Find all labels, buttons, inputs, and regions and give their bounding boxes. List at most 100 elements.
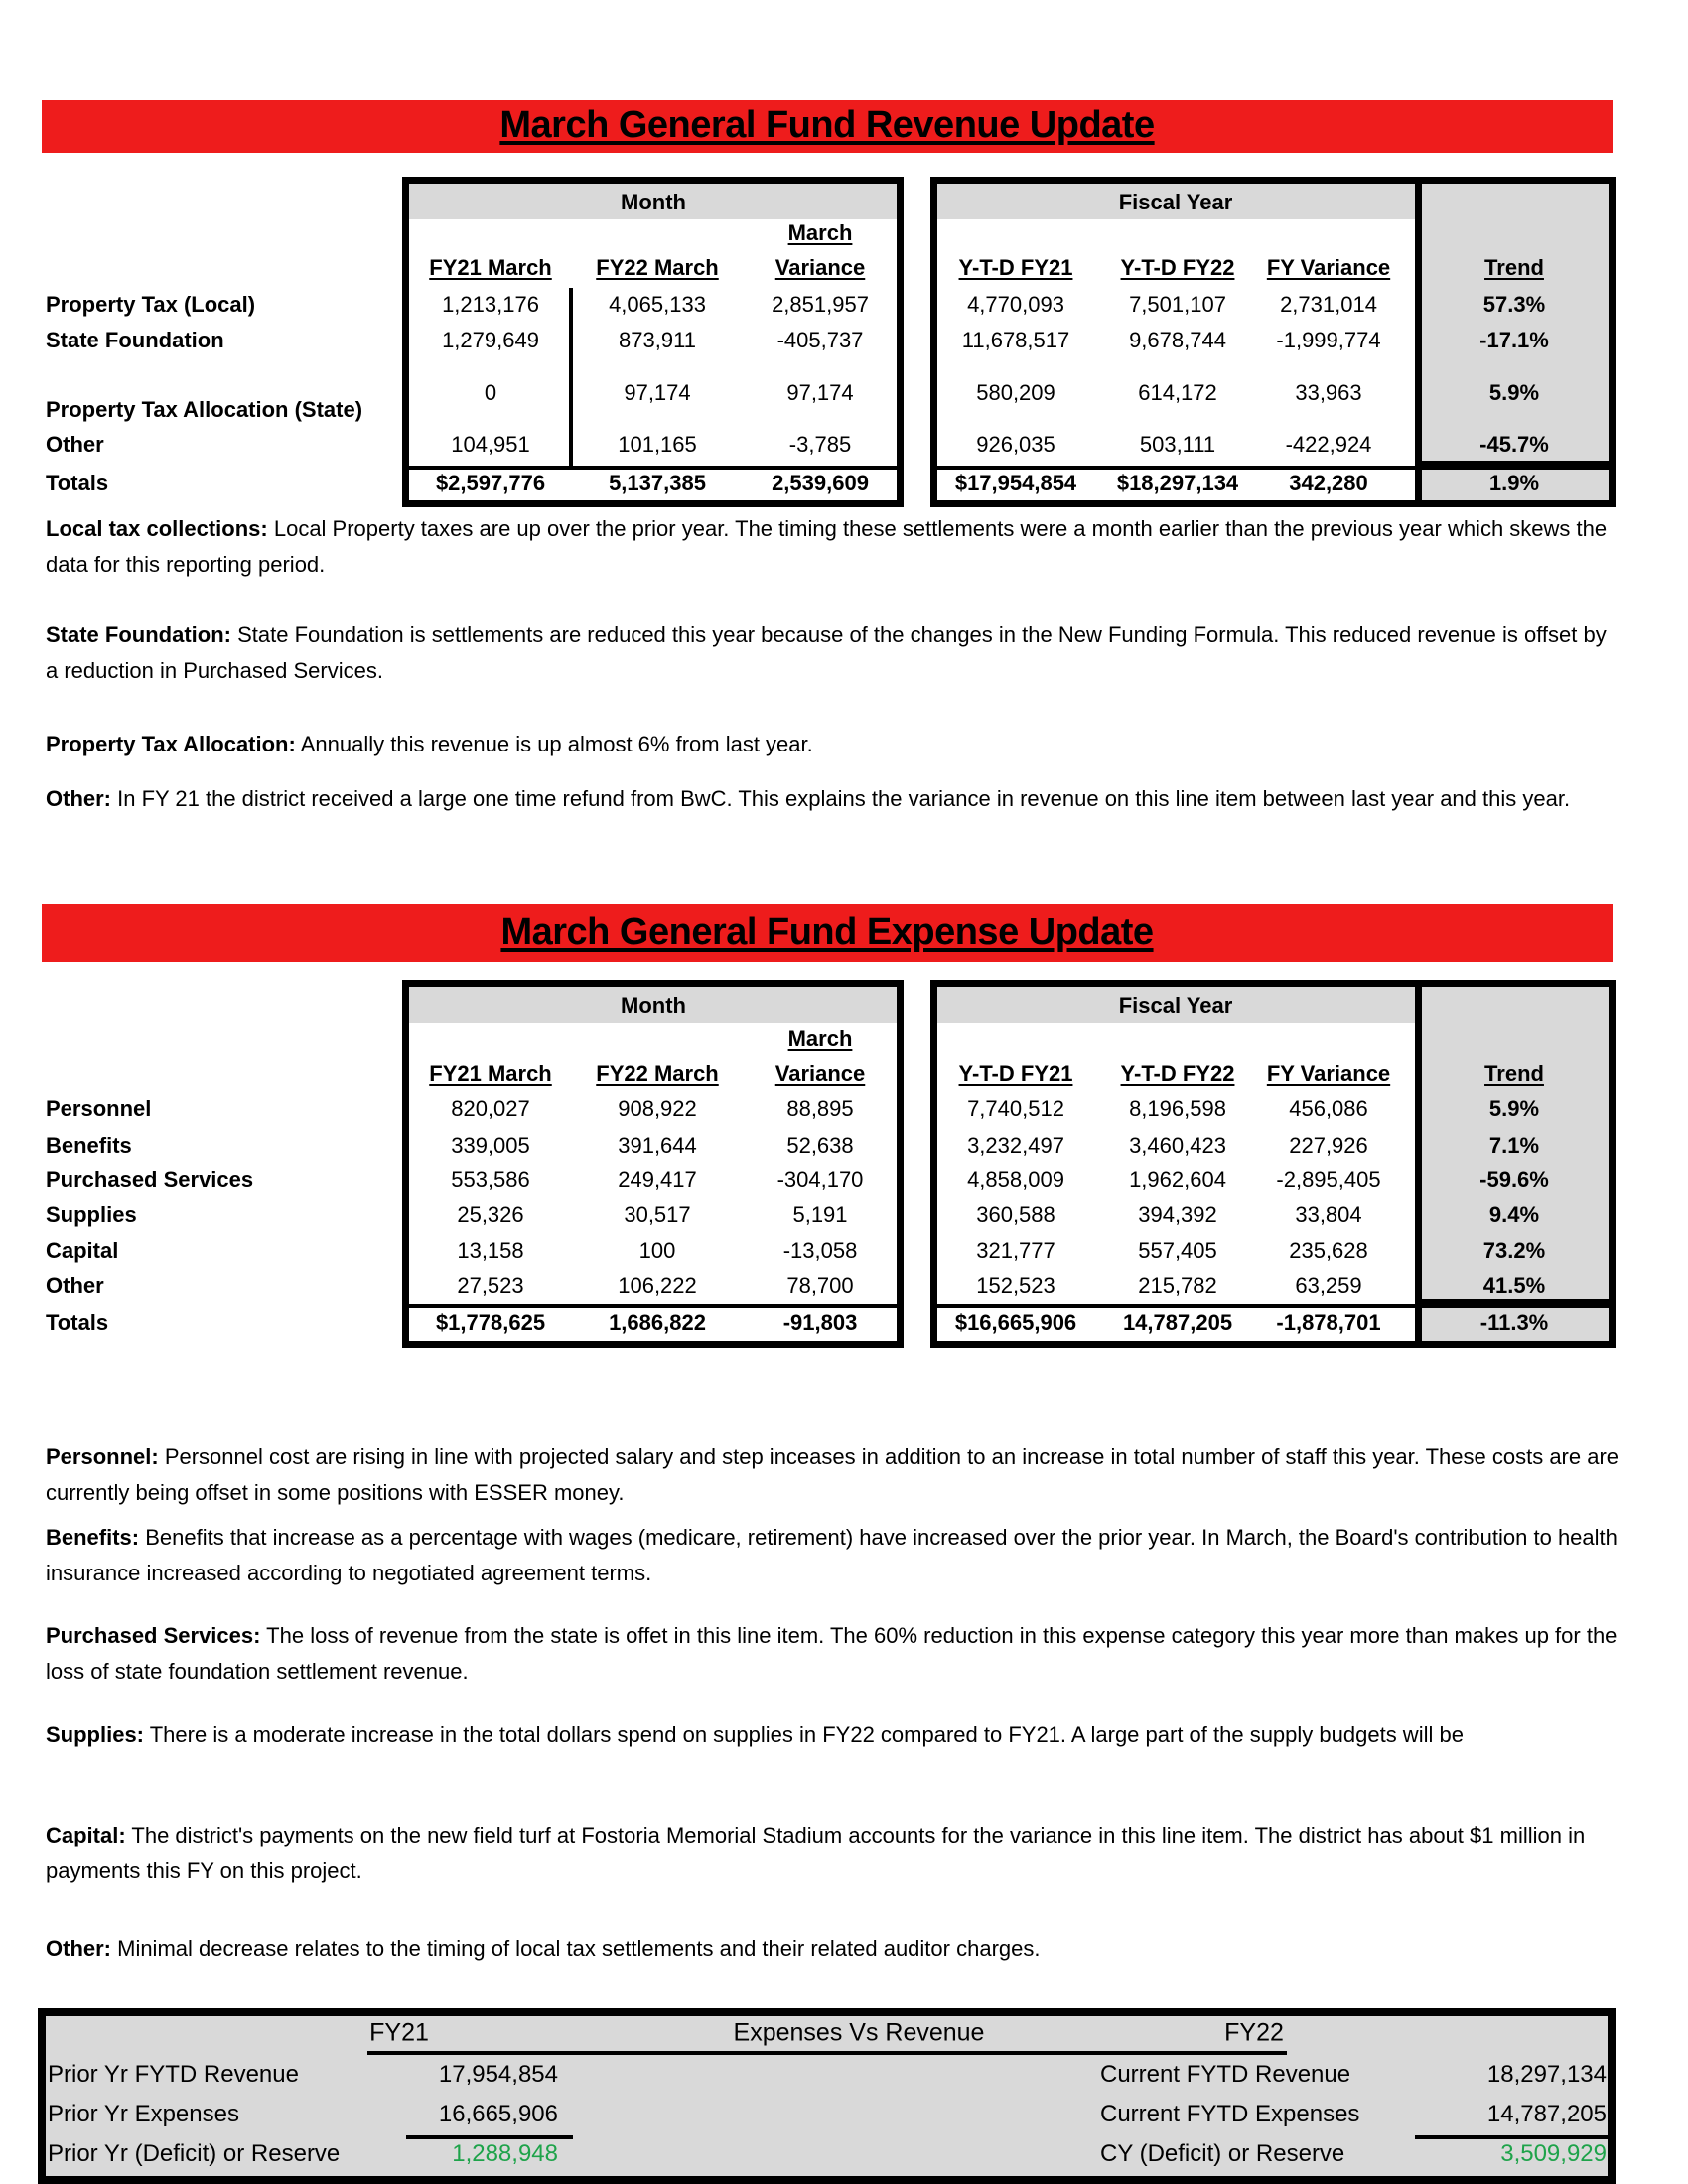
table-cell: -304,170 bbox=[776, 1167, 864, 1192]
table-cell: 235,628 bbox=[1289, 1238, 1368, 1263]
trend-divider bbox=[1415, 177, 1422, 507]
table-cell: 2,731,014 bbox=[1280, 292, 1377, 317]
table-cell: 3,232,497 bbox=[967, 1133, 1064, 1158]
note-paragraph: Supplies: There is a moderate increase i… bbox=[46, 1717, 1624, 1753]
note-heading: Supplies: bbox=[46, 1722, 145, 1747]
note-heading: Benefits: bbox=[46, 1525, 140, 1550]
trend-cell: -17.1% bbox=[1479, 328, 1549, 352]
column-header: Variance bbox=[774, 255, 866, 280]
summary-title: Expenses Vs Revenue bbox=[733, 2018, 985, 2047]
note-heading: Other: bbox=[46, 1936, 111, 1961]
trend-cell: 5.9% bbox=[1488, 1096, 1540, 1121]
summary-left-value: 17,954,854 bbox=[438, 2061, 558, 2088]
column-header: Y-T-D FY22 bbox=[1120, 255, 1235, 280]
note-paragraph: Other: In FY 21 the district received a … bbox=[46, 781, 1624, 817]
expense-title: March General Fund Expense Update bbox=[500, 911, 1154, 953]
note-heading: Personnel: bbox=[46, 1444, 159, 1469]
table-cell: 4,065,133 bbox=[609, 292, 706, 317]
note-text: Annually this revenue is up almost 6% fr… bbox=[295, 732, 813, 756]
table-cell: 1,962,604 bbox=[1129, 1167, 1226, 1192]
table-cell: 820,027 bbox=[451, 1096, 530, 1121]
column-header: FY Variance bbox=[1266, 255, 1391, 280]
note-heading: State Foundation: bbox=[46, 622, 231, 647]
table-cell: 3,460,423 bbox=[1129, 1133, 1226, 1158]
table-cell: 101,165 bbox=[618, 432, 697, 457]
table-cell: 2,851,957 bbox=[772, 292, 869, 317]
table-cell: 27,523 bbox=[457, 1273, 524, 1297]
trend-cell: 9.4% bbox=[1488, 1202, 1540, 1227]
table-cell: 4,858,009 bbox=[967, 1167, 1064, 1192]
trend-totals-line bbox=[1415, 1299, 1616, 1308]
table-cell: 11,678,517 bbox=[961, 328, 1070, 352]
fiscal-year-header: Fiscal Year bbox=[1118, 190, 1233, 214]
summary-right-value: 18,297,134 bbox=[1486, 2061, 1607, 2088]
column-header: FY Variance bbox=[1266, 1061, 1391, 1086]
month-totals-line bbox=[402, 466, 904, 470]
row-label: State Foundation bbox=[46, 328, 224, 352]
summary-left-label: Prior Yr FYTD Revenue bbox=[48, 2061, 299, 2088]
note-paragraph: Personnel: Personnel cost are rising in … bbox=[46, 1439, 1624, 1511]
month-column-divider bbox=[569, 288, 573, 469]
fy-totals-line bbox=[930, 1304, 1616, 1308]
trend-cell: 57.3% bbox=[1482, 292, 1546, 317]
totals-cell: -91,803 bbox=[782, 1310, 858, 1335]
revenue-title: March General Fund Revenue Update bbox=[499, 104, 1155, 146]
table-cell: 97,174 bbox=[786, 380, 854, 405]
summary-header-underline bbox=[367, 2051, 1287, 2055]
table-cell: 52,638 bbox=[786, 1133, 854, 1158]
trend-cell: 73.2% bbox=[1482, 1238, 1546, 1263]
month-box bbox=[402, 177, 904, 507]
march-label: March bbox=[787, 220, 853, 245]
column-header: FY21 March bbox=[429, 255, 552, 280]
trend-cell: 5.9% bbox=[1488, 380, 1540, 405]
note-text: There is a moderate increase in the tota… bbox=[144, 1722, 1464, 1747]
table-cell: 503,111 bbox=[1139, 432, 1216, 457]
note-text: In FY 21 the district received a large o… bbox=[111, 786, 1571, 811]
column-header: Y-T-D FY22 bbox=[1120, 1061, 1235, 1086]
note-paragraph: State Foundation: State Foundation is se… bbox=[46, 617, 1624, 689]
table-cell: 339,005 bbox=[451, 1133, 530, 1158]
note-text: The loss of revenue from the state is of… bbox=[46, 1623, 1618, 1684]
note-text: State Foundation is settlements are redu… bbox=[46, 622, 1607, 683]
row-label: Other bbox=[46, 432, 104, 457]
table-cell: 1,213,176 bbox=[442, 292, 539, 317]
note-paragraph: Property Tax Allocation: Annually this r… bbox=[46, 727, 1624, 762]
summary-left-label: Prior Yr Expenses bbox=[48, 2101, 239, 2127]
table-cell: -422,924 bbox=[1285, 432, 1372, 457]
table-cell: 78,700 bbox=[786, 1273, 854, 1297]
table-cell: 25,326 bbox=[457, 1202, 524, 1227]
trend-cell: 7.1% bbox=[1488, 1133, 1540, 1158]
table-cell: -405,737 bbox=[776, 328, 864, 352]
table-cell: 33,804 bbox=[1295, 1202, 1362, 1227]
table-cell: 391,644 bbox=[618, 1133, 697, 1158]
table-cell: 5,191 bbox=[792, 1202, 848, 1227]
table-cell: 1,279,649 bbox=[442, 328, 539, 352]
note-text: Minimal decrease relates to the timing o… bbox=[111, 1936, 1041, 1961]
month-totals-line bbox=[402, 1304, 904, 1308]
totals-label: Totals bbox=[46, 1310, 109, 1335]
fiscal-year-box bbox=[930, 177, 1616, 507]
trend-cell: -59.6% bbox=[1479, 1167, 1549, 1192]
totals-cell: 342,280 bbox=[1289, 471, 1368, 495]
month-header: Month bbox=[621, 993, 686, 1018]
table-cell: 873,911 bbox=[619, 328, 696, 352]
note-paragraph: Other: Minimal decrease relates to the t… bbox=[46, 1931, 1624, 1967]
totals-trend: -11.3% bbox=[1479, 1310, 1549, 1335]
table-cell: 104,951 bbox=[451, 432, 530, 457]
totals-cell: $18,297,134 bbox=[1116, 471, 1239, 495]
table-cell: 580,209 bbox=[976, 380, 1055, 405]
summary-right-label: Current FYTD Expenses bbox=[1100, 2101, 1360, 2127]
table-cell: 557,405 bbox=[1138, 1238, 1217, 1263]
summary-fy22-label: FY22 bbox=[1224, 2018, 1284, 2047]
fiscal-year-box bbox=[930, 980, 1616, 1348]
summary-fy21-label: FY21 bbox=[369, 2018, 429, 2047]
totals-trend: 1.9% bbox=[1488, 471, 1540, 495]
table-cell: 321,777 bbox=[976, 1238, 1055, 1263]
table-cell: -13,058 bbox=[782, 1238, 858, 1263]
column-header: FY22 March bbox=[596, 1061, 719, 1086]
row-label: Purchased Services bbox=[46, 1167, 254, 1192]
row-label: Other bbox=[46, 1273, 104, 1297]
month-header-bg bbox=[409, 184, 897, 219]
table-cell: 33,963 bbox=[1295, 380, 1362, 405]
table-cell: 249,417 bbox=[618, 1167, 697, 1192]
